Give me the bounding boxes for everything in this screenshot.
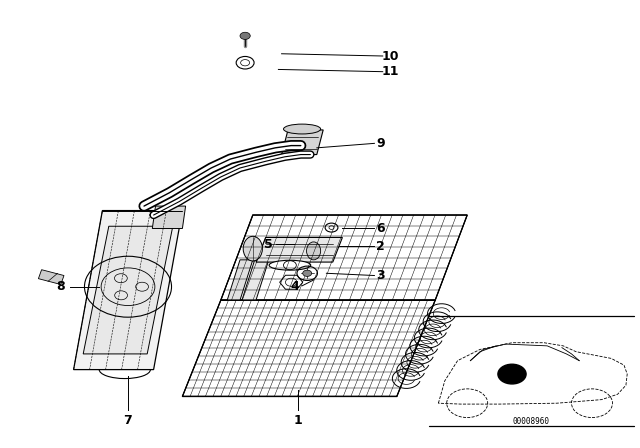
Ellipse shape [243, 237, 262, 261]
Text: 10: 10 [381, 49, 399, 63]
Polygon shape [182, 300, 435, 396]
Polygon shape [256, 237, 342, 262]
Text: 7: 7 [124, 414, 132, 427]
Text: 11: 11 [381, 65, 399, 78]
Circle shape [240, 32, 250, 39]
Ellipse shape [307, 242, 321, 260]
Text: 8: 8 [56, 280, 65, 293]
Polygon shape [74, 211, 182, 370]
Circle shape [303, 270, 312, 276]
Text: 00008960: 00008960 [513, 418, 550, 426]
Text: 1: 1 [293, 414, 302, 427]
Polygon shape [83, 226, 173, 354]
Text: 4: 4 [290, 280, 299, 293]
Polygon shape [38, 270, 64, 284]
Text: 5: 5 [264, 237, 273, 251]
Ellipse shape [284, 124, 321, 134]
Text: 3: 3 [376, 269, 385, 282]
Polygon shape [282, 130, 323, 155]
Text: 6: 6 [376, 222, 385, 235]
Polygon shape [152, 206, 186, 228]
Polygon shape [227, 260, 253, 300]
Polygon shape [221, 215, 467, 300]
Text: 2: 2 [376, 240, 385, 253]
Polygon shape [280, 275, 303, 289]
Polygon shape [242, 260, 269, 300]
Ellipse shape [269, 260, 311, 270]
Circle shape [498, 364, 526, 384]
Text: 9: 9 [376, 137, 385, 150]
